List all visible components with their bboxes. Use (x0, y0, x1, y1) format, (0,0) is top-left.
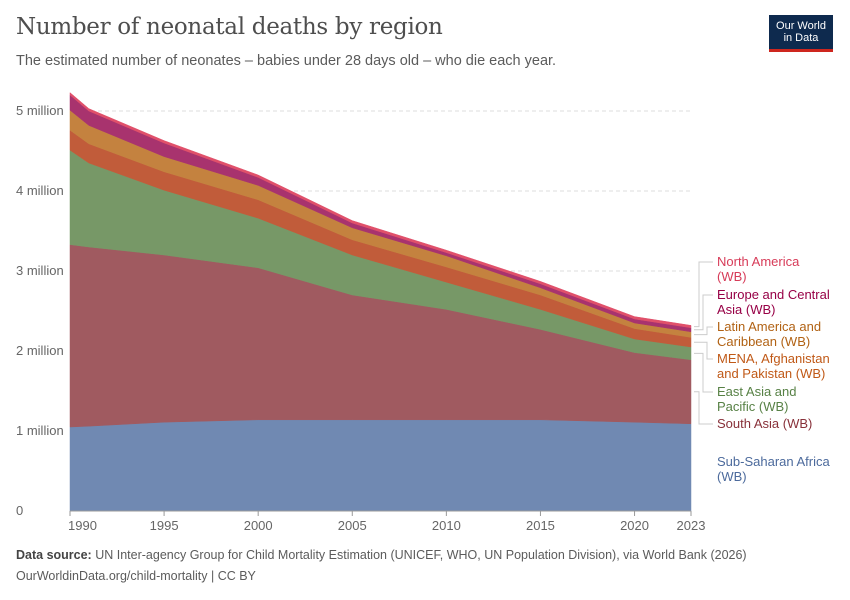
data-source: Data source: UN Inter-agency Group for C… (16, 548, 747, 562)
footer-url[interactable]: OurWorldinData.org/child-mortality | CC … (16, 569, 256, 583)
x-tick-label: 2023 (677, 518, 706, 533)
legend-connector (694, 352, 713, 393)
y-tick-label: 1 million (16, 423, 64, 438)
x-tick-label: 2015 (526, 518, 555, 533)
chart-title: Number of neonatal deaths by region (16, 14, 443, 40)
x-tick-label: 2010 (432, 518, 461, 533)
area-north-america-wb- (69, 92, 692, 329)
area-sub-saharan-africa-wb- (69, 419, 692, 512)
x-tick-label: 1995 (150, 518, 179, 533)
y-tick-label: 3 million (16, 263, 64, 278)
legend-connector (694, 326, 713, 336)
legend-label: South Asia (WB) (717, 416, 812, 431)
legend-label: North America (WB) (717, 254, 800, 284)
x-tick-label: 1990 (68, 518, 97, 533)
legend-label: Europe and Central Asia (WB) (717, 287, 830, 317)
legend-label: MENA, Afghanistan and Pakistan (WB) (717, 351, 830, 381)
y-tick-label: 4 million (16, 183, 64, 198)
x-tick-label: 2005 (338, 518, 367, 533)
legend-connector (694, 261, 713, 328)
x-tick-label: 2000 (244, 518, 273, 533)
legend-connector (694, 341, 713, 360)
chart-subtitle: The estimated number of neonates – babie… (16, 53, 557, 69)
x-tick-label: 2020 (620, 518, 649, 533)
y-tick-label: 0 (16, 503, 23, 518)
legend-connector (694, 391, 713, 425)
y-tick-label: 2 million (16, 343, 64, 358)
legend-label: Latin America and Caribbean (WB) (717, 319, 821, 349)
legend-label: East Asia and Pacific (WB) (717, 384, 797, 414)
source-text: UN Inter-agency Group for Child Mortalit… (95, 548, 747, 562)
source-label: Data source: (16, 548, 92, 562)
legend-label: Sub-Saharan Africa (WB) (717, 454, 831, 484)
owid-logo[interactable]: Our World in Data (769, 15, 833, 52)
y-tick-label: 5 million (16, 103, 64, 118)
legend-connector (694, 294, 713, 331)
